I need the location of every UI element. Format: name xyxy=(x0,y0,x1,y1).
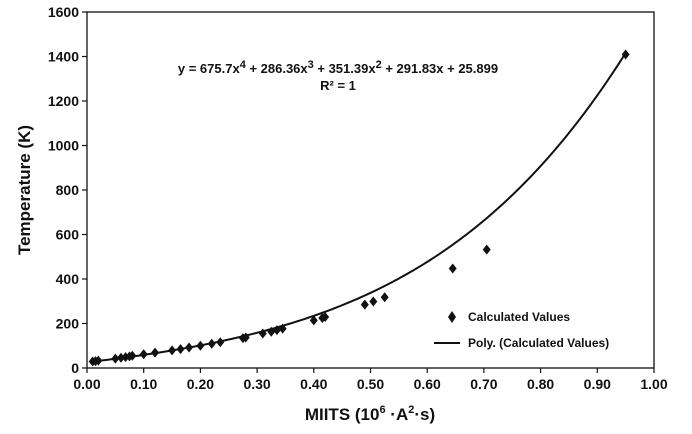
data-point xyxy=(241,332,250,343)
data-point xyxy=(309,315,318,326)
y-tick-label: 1000 xyxy=(48,138,79,154)
legend: Calculated Values Poly. (Calculated Valu… xyxy=(434,310,609,350)
data-point xyxy=(369,296,378,307)
data-point xyxy=(139,349,148,360)
x-tick-label: 0.30 xyxy=(243,376,270,392)
x-tick-label: 1.00 xyxy=(640,376,667,392)
data-point xyxy=(360,299,369,310)
data-point xyxy=(176,344,185,355)
data-point xyxy=(128,350,137,361)
x-tick-label: 0.90 xyxy=(584,376,611,392)
y-tick-label: 1600 xyxy=(48,4,79,20)
data-point xyxy=(168,345,177,356)
x-tick-label: 0.10 xyxy=(130,376,157,392)
y-axis-title: Temperature (K) xyxy=(15,125,34,255)
x-tick-label: 0.00 xyxy=(73,376,100,392)
legend-label-poly: Poly. (Calculated Values) xyxy=(468,336,609,350)
y-tick-label: 800 xyxy=(56,182,80,198)
x-axis-title: MIITS (106 ·A2·s) xyxy=(305,404,435,424)
data-points xyxy=(88,49,630,367)
data-point xyxy=(448,263,457,274)
y-tick-label: 200 xyxy=(56,316,80,332)
y-tick-label: 1400 xyxy=(48,49,79,65)
y-axis-ticks: 0 200 400 600 800 1000 1200 1400 1600 xyxy=(48,4,87,376)
trendline-equation: y = 675.7x4 + 286.36x3 + 351.39x2 + 291.… xyxy=(178,59,498,76)
data-point xyxy=(196,340,205,351)
data-point xyxy=(380,292,389,303)
data-point xyxy=(207,338,216,349)
data-point xyxy=(216,337,225,348)
data-point xyxy=(621,49,630,60)
x-tick-label: 0.60 xyxy=(414,376,441,392)
data-point xyxy=(117,352,126,363)
legend-label-calculated: Calculated Values xyxy=(468,310,570,324)
data-point xyxy=(94,355,103,366)
trendline-r-squared: R² = 1 xyxy=(320,78,356,93)
data-point xyxy=(278,323,287,334)
data-point xyxy=(185,342,194,353)
plot-area xyxy=(86,11,655,369)
y-tick-label: 400 xyxy=(56,271,80,287)
data-point xyxy=(111,353,120,364)
data-point xyxy=(272,325,281,336)
x-axis-ticks: 0.00 0.10 0.20 0.30 0.40 0.50 0.60 0.70 0.80 0.90… xyxy=(73,368,668,392)
data-point xyxy=(267,326,276,337)
x-tick-label: 0.40 xyxy=(300,376,327,392)
legend-diamond-marker xyxy=(448,311,456,323)
x-tick-label: 0.50 xyxy=(357,376,384,392)
x-tick-label: 0.20 xyxy=(187,376,214,392)
data-point xyxy=(321,312,330,323)
data-point xyxy=(151,347,160,358)
data-point xyxy=(258,328,267,339)
y-tick-label: 0 xyxy=(71,360,79,376)
y-tick-label: 1200 xyxy=(48,93,79,109)
y-tick-label: 600 xyxy=(56,227,80,243)
x-tick-label: 0.70 xyxy=(470,376,497,392)
x-tick-label: 0.80 xyxy=(527,376,554,392)
data-point xyxy=(482,244,491,255)
